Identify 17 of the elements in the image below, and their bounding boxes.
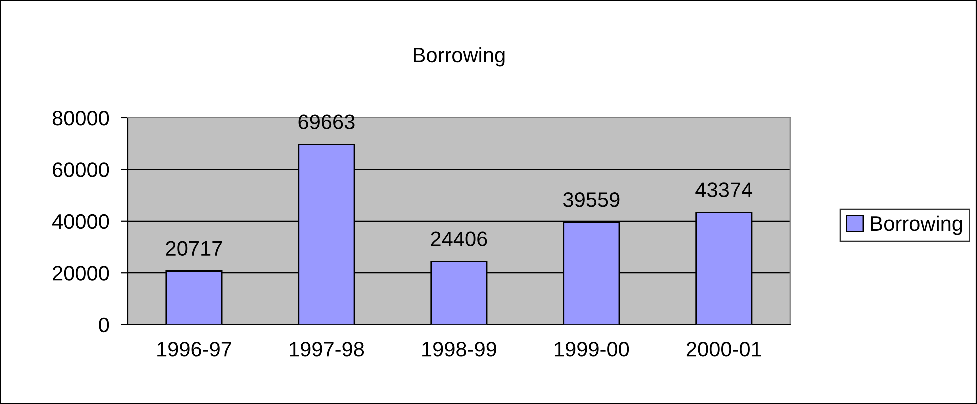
y-tick-label: 20000 — [53, 266, 110, 281]
data-label: 24406 — [431, 232, 488, 246]
x-tick-label: 1999-00 — [555, 342, 630, 357]
y-tick-label: 0 — [99, 318, 110, 333]
data-label: 20717 — [166, 241, 222, 256]
x-tick-label: 1997-98 — [290, 342, 364, 357]
y-tick-label: 60000 — [53, 162, 110, 178]
chart-title: Borrowing — [414, 47, 505, 67]
x-tick-label: 2000-01 — [686, 342, 762, 357]
x-tick-label: 1998-99 — [422, 342, 496, 357]
y-tick-label: 80000 — [52, 110, 110, 126]
data-label: 39559 — [564, 192, 620, 208]
data-label: 43374 — [696, 182, 753, 198]
legend-label: Borrowing — [871, 216, 962, 236]
data-label: 69663 — [298, 114, 355, 130]
x-tick-label: 1996-97 — [158, 342, 232, 357]
y-tick-label: 40000 — [52, 214, 110, 230]
